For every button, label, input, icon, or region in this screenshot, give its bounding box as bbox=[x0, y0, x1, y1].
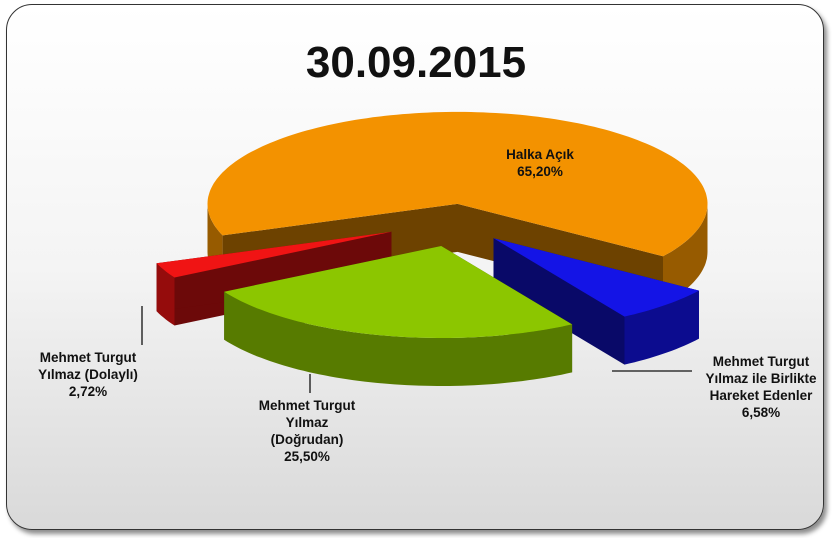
slice-side bbox=[493, 238, 625, 365]
slice bbox=[224, 246, 573, 338]
slice bbox=[493, 238, 699, 317]
slice-wall bbox=[663, 203, 708, 305]
data-label: Mehmet Turgut Yılmaz (Doğrudan) 25,50% bbox=[258, 398, 356, 464]
data-label: Mehmet Turgut Yılmaz (Dolaylı) 2,72% bbox=[38, 350, 138, 399]
slice-wall bbox=[624, 290, 699, 365]
data-label: Mehmet Turgut Yılmaz ile Birlikte Hareke… bbox=[705, 354, 817, 420]
chart-title: 30.09.2015 bbox=[305, 38, 527, 87]
slice-side bbox=[156, 231, 392, 312]
slice-wall bbox=[224, 291, 573, 386]
data-label: Halka Açık 65,20% bbox=[506, 147, 574, 179]
slice bbox=[156, 231, 392, 278]
slice bbox=[207, 111, 708, 257]
slice-wall bbox=[156, 263, 175, 326]
